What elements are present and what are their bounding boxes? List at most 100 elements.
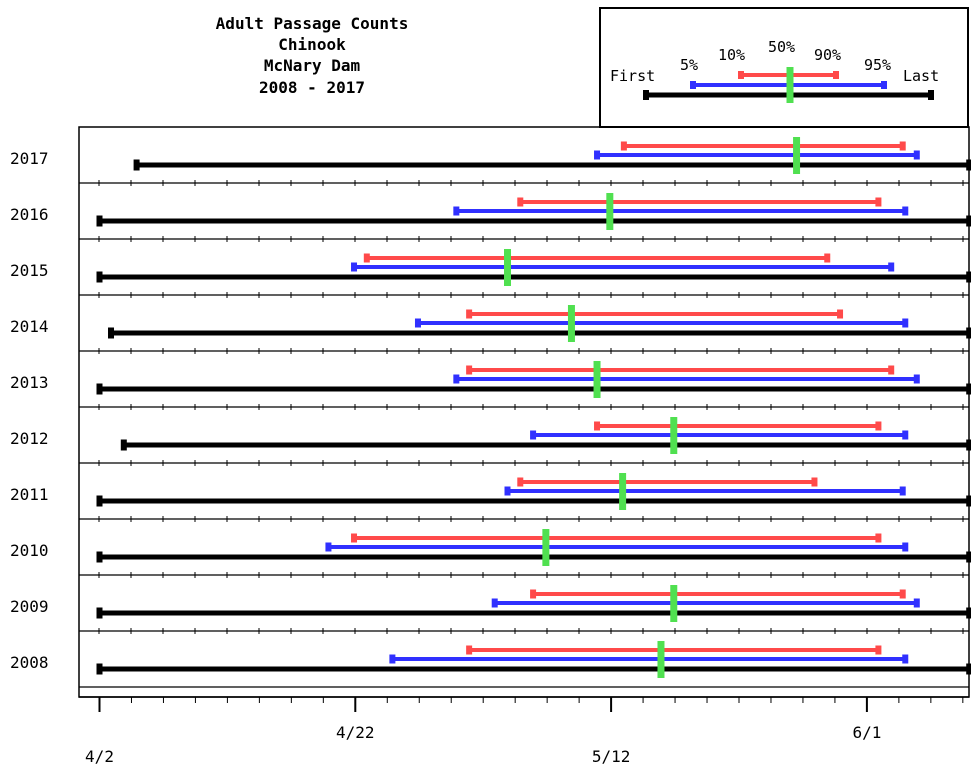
x-tick-label: 4/2 [85,747,114,766]
p5-p95-bar-2012 [530,430,909,440]
median-marker-2017 [793,137,801,174]
year-label-2014: 2014 [10,317,49,336]
median-marker-2010 [542,529,550,566]
p10-p90-bar-2012 [594,421,882,431]
p5-p95-bar-2008 [389,654,909,664]
p10-p90-bar-2013 [466,365,895,375]
p5-p95-bar-2016 [453,206,909,216]
p5-p95-bar-2016-cap-end [902,206,909,216]
p5-p95-bar-2008-cap-start [389,654,396,664]
p5-p95-bar-2009 [491,598,920,608]
legend-label-p10: 10% [718,46,745,64]
year-row-2015 [96,249,971,286]
year-label-2015: 2015 [10,261,49,280]
first-last-bar-2014-cap-start [108,327,115,339]
p5-p95-bar-2015-cap-start [351,262,358,272]
p10-p90-bar-2015-cap-start [363,253,370,263]
first-last-bar-2014 [108,327,971,339]
p10-p90-bar-2010 [351,533,882,543]
first-last-bar-2013-cap-end [966,383,971,395]
p5-p95-bar-2010 [325,542,909,552]
p10-p90-bar-2011-cap-start [517,477,524,487]
chart-title: Adult Passage Counts Chinook McNary Dam … [216,14,409,97]
p10-p90-bar-2017-cap-start [620,141,627,151]
year-label-2010: 2010 [10,541,49,560]
year-label-2012: 2012 [10,429,49,448]
x-tick-label: 5/12 [592,747,631,766]
legend-p10-p90-bar-cap-start [738,71,744,79]
first-last-bar-2011-cap-end [966,495,971,507]
first-last-bar-2013 [96,383,971,395]
median-marker-2016 [606,193,614,230]
first-last-bar-2012 [120,439,971,451]
p10-p90-bar-2009-cap-start [530,589,537,599]
year-row-2013 [96,361,971,398]
p5-p95-bar-2011-cap-end [899,486,906,496]
title-line-3: McNary Dam [264,56,361,75]
first-last-bar-2010-cap-start [96,551,103,563]
p10-p90-bar-2014-cap-end [837,309,844,319]
legend-label-last: Last [903,67,939,85]
first-last-bar-2009-cap-end [966,607,971,619]
year-label-2016: 2016 [10,205,49,224]
title-line-2: Chinook [278,35,346,54]
first-last-bar-2008-cap-end [966,663,971,675]
year-row-2009 [96,585,971,622]
p10-p90-bar-2013-cap-start [466,365,473,375]
p10-p90-bar-2017 [620,141,906,151]
first-last-bar-2008-cap-start [96,663,103,675]
p10-p90-bar-2009-cap-end [899,589,906,599]
legend-p10-p90-bar-cap-end [833,71,839,79]
p5-p95-bar-2016-cap-start [453,206,460,216]
p10-p90-bar-2014 [466,309,844,319]
p5-p95-bar-2013-cap-start [453,374,460,384]
legend-label-p90: 90% [814,46,841,64]
p10-p90-bar-2015 [363,253,831,263]
year-label-2011: 2011 [10,485,49,504]
legend-p5-p95-bar-cap-start [690,81,696,89]
p5-p95-bar-2017-cap-end [913,150,920,160]
p10-p90-bar-2008-cap-start [466,645,473,655]
p10-p90-bar-2017-cap-end [899,141,906,151]
year-row-2016 [96,193,971,230]
first-last-bar-2017-cap-start [133,159,140,171]
first-last-bar-2014-cap-end [966,327,971,339]
title-line-4: 2008 - 2017 [259,78,365,97]
first-last-bar-2015-cap-end [966,271,971,283]
first-last-bar-2015-cap-start [96,271,103,283]
p5-p95-bar-2015 [351,262,895,272]
first-last-bar-2009-cap-start [96,607,103,619]
year-row-2011 [96,473,971,510]
p10-p90-bar-2015-cap-end [824,253,831,263]
median-marker-2009 [670,585,678,622]
p5-p95-bar-2014-cap-start [414,318,421,328]
p5-p95-bar-2013 [453,374,920,384]
year-row-2012 [120,417,971,454]
p5-p95-bar-2012-cap-start [530,430,537,440]
p10-p90-bar-2010-cap-end [875,533,882,543]
median-marker-2013 [593,361,601,398]
p10-p90-bar-2010-cap-start [351,533,358,543]
first-last-bar-2015 [96,271,971,283]
first-last-bar-2010 [96,551,971,563]
p10-p90-bar-2016-cap-start [517,197,524,207]
p10-p90-bar-2009 [530,589,906,599]
title-line-1: Adult Passage Counts [216,14,409,33]
first-last-bar-2009 [96,607,971,619]
legend-label-p50: 50% [768,38,795,56]
p5-p95-bar-2010-cap-end [902,542,909,552]
median-marker-2014 [567,305,575,342]
p5-p95-bar-2010-cap-start [325,542,332,552]
legend-median-marker [786,67,794,103]
year-label-2013: 2013 [10,373,49,392]
p10-p90-bar-2011 [517,477,818,487]
first-last-bar-2017-cap-end [966,159,971,171]
p5-p95-bar-2012-cap-end [902,430,909,440]
year-label-2008: 2008 [10,653,49,672]
first-last-bar-2012-cap-start [120,439,127,451]
p10-p90-bar-2008 [466,645,882,655]
median-marker-2008 [657,641,665,678]
p10-p90-bar-2016-cap-end [875,197,882,207]
median-marker-2015 [504,249,512,286]
